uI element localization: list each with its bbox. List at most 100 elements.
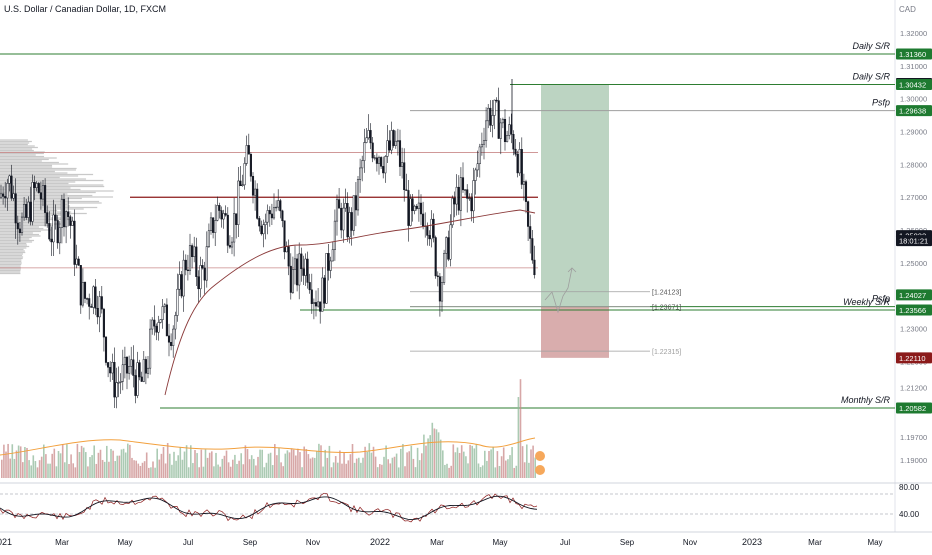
- candle-body: [352, 195, 355, 231]
- volume-bar: [11, 444, 14, 478]
- volume-bar: [484, 450, 486, 478]
- volume-bar: [509, 455, 511, 478]
- volume-bar: [326, 457, 329, 478]
- price-axis-tick: 1.21200: [900, 384, 927, 393]
- volume-bar: [395, 453, 398, 478]
- volume-bar: [534, 457, 536, 478]
- volume-bar: [202, 466, 205, 478]
- volume-bar: [110, 448, 112, 478]
- candle-body: [222, 213, 225, 220]
- candle-body: [233, 213, 236, 243]
- candle-body: [321, 277, 324, 312]
- candle-body: [333, 220, 336, 250]
- volume-bar: [131, 457, 133, 478]
- candle-body: [308, 282, 311, 291]
- candle-body: [436, 275, 439, 277]
- volume-bar: [135, 460, 137, 478]
- volume-bar: [15, 450, 18, 478]
- volume-bar: [7, 443, 9, 478]
- volume-bar: [61, 444, 64, 478]
- volume-bar: [351, 444, 354, 478]
- volume-bar: [442, 450, 444, 478]
- volume-bar: [85, 452, 87, 478]
- volume-bar: [433, 428, 436, 478]
- volume-bar: [257, 456, 259, 478]
- candle-body: [455, 186, 458, 205]
- candle-body: [289, 265, 292, 293]
- price-tag-box: [896, 402, 932, 414]
- volume-bar: [32, 455, 35, 478]
- volume-bar: [1, 459, 3, 478]
- candle-body: [69, 216, 72, 226]
- volume-bar: [137, 463, 140, 478]
- volume-bar: [481, 465, 484, 478]
- volume-bar: [330, 467, 333, 478]
- candle-body: [212, 217, 215, 233]
- volume-bar: [276, 455, 278, 478]
- candle-body: [79, 265, 82, 306]
- volume-bar: [87, 466, 89, 478]
- volume-bar: [360, 462, 362, 478]
- volume-bar: [204, 449, 207, 478]
- candle-body: [48, 223, 51, 240]
- candle-body: [146, 367, 150, 374]
- volume-bar: [211, 451, 213, 478]
- candle-body: [54, 214, 57, 221]
- candle-body: [422, 213, 425, 227]
- volume-bar: [366, 451, 368, 478]
- volume-bar: [5, 451, 7, 478]
- forecast-path: [544, 267, 573, 314]
- volume-bar: [28, 460, 30, 478]
- time-axis-label: May: [117, 538, 132, 547]
- candle-body: [487, 107, 490, 122]
- candle-body: [506, 135, 509, 142]
- volume-bar: [263, 467, 266, 478]
- volume-bar: [379, 464, 381, 478]
- candle-body: [153, 319, 156, 327]
- candle-body: [243, 163, 246, 186]
- candle-body: [298, 253, 301, 286]
- price-tag-text: 1.31360: [899, 50, 926, 59]
- volume-bar: [517, 397, 520, 478]
- price-axis-tick: 1.27000: [900, 193, 927, 202]
- candle-body: [207, 230, 210, 247]
- volume-bar: [494, 467, 497, 478]
- volume-bar: [183, 451, 186, 478]
- volume-bar: [435, 429, 438, 478]
- volume-bar: [45, 454, 47, 478]
- candle-body: [493, 99, 496, 116]
- time-axis-label: May: [492, 538, 507, 547]
- candle-body: [350, 212, 353, 231]
- volume-bar: [164, 463, 167, 478]
- price-tag: 1.29638: [896, 105, 932, 117]
- volume-bar: [190, 445, 192, 478]
- candle-body: [283, 220, 286, 253]
- candle-body: [46, 212, 49, 224]
- volume-bar: [51, 453, 53, 478]
- volume-bar: [225, 450, 228, 478]
- volume-bar: [423, 434, 425, 478]
- volume-bar: [290, 448, 293, 478]
- candle-body: [310, 289, 313, 304]
- price-axis-tick: 1.30000: [900, 95, 927, 104]
- time-axis-label: Nov: [306, 538, 320, 547]
- candle-body: [239, 180, 242, 186]
- volume-bar: [64, 462, 66, 478]
- candle-body: [256, 188, 259, 219]
- volume-bar: [324, 449, 326, 478]
- volume-bar: [3, 444, 5, 478]
- level-label: Daily S/R: [852, 41, 890, 51]
- candle-body: [115, 382, 118, 398]
- volume-bar: [469, 444, 471, 478]
- volume-bar: [299, 452, 301, 478]
- volume-bar: [429, 435, 431, 478]
- candle-body: [415, 205, 418, 209]
- price-tag-text: 1.23566: [899, 306, 926, 315]
- candle-body: [527, 201, 530, 227]
- candle-body: [323, 277, 326, 304]
- volume-bar: [59, 453, 62, 478]
- volume-bar: [70, 454, 72, 478]
- candle-body: [73, 220, 76, 265]
